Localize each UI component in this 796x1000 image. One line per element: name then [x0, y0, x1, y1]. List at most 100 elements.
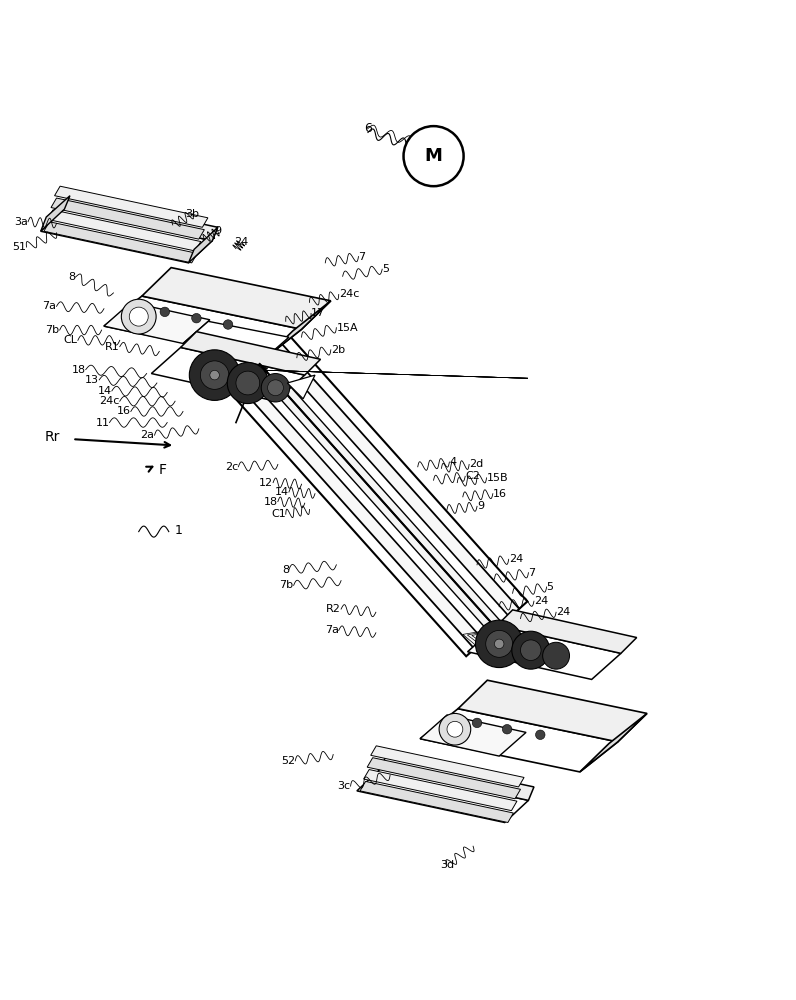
- Polygon shape: [55, 186, 208, 227]
- Circle shape: [201, 361, 228, 389]
- Polygon shape: [420, 715, 526, 756]
- Polygon shape: [467, 626, 621, 679]
- Text: 9: 9: [477, 501, 484, 511]
- Polygon shape: [579, 713, 647, 772]
- Circle shape: [160, 307, 170, 317]
- Text: 18: 18: [72, 365, 86, 375]
- Text: CL: CL: [64, 335, 78, 345]
- Circle shape: [192, 313, 201, 323]
- Text: 7: 7: [529, 568, 536, 578]
- Circle shape: [121, 299, 156, 334]
- Text: R1: R1: [105, 342, 119, 352]
- Polygon shape: [254, 359, 503, 634]
- Polygon shape: [229, 337, 528, 656]
- Text: 5: 5: [547, 582, 553, 592]
- Polygon shape: [497, 610, 637, 653]
- Circle shape: [543, 642, 569, 669]
- Text: C1: C1: [271, 509, 286, 519]
- Polygon shape: [380, 755, 534, 800]
- Circle shape: [536, 730, 545, 740]
- Text: 16: 16: [117, 406, 131, 416]
- Text: 13: 13: [85, 375, 100, 385]
- Text: 7a: 7a: [325, 625, 339, 635]
- Text: 8: 8: [68, 272, 76, 282]
- Polygon shape: [64, 196, 218, 241]
- Polygon shape: [48, 210, 201, 251]
- Circle shape: [502, 724, 512, 734]
- Text: 11: 11: [96, 418, 110, 428]
- Polygon shape: [181, 332, 321, 375]
- Circle shape: [486, 630, 513, 657]
- Text: 24: 24: [234, 237, 248, 247]
- Text: 9: 9: [214, 226, 221, 236]
- Circle shape: [224, 320, 232, 329]
- Polygon shape: [189, 227, 218, 263]
- Circle shape: [228, 362, 268, 404]
- Text: 4: 4: [450, 457, 456, 467]
- Text: 15B: 15B: [486, 473, 508, 483]
- Text: 12: 12: [259, 478, 273, 488]
- Circle shape: [236, 371, 259, 395]
- Polygon shape: [357, 769, 529, 823]
- Text: 24: 24: [534, 596, 548, 606]
- Text: R2: R2: [326, 604, 341, 614]
- Polygon shape: [371, 746, 524, 787]
- Text: 24: 24: [509, 554, 523, 564]
- Text: M: M: [424, 147, 443, 165]
- Text: 3d: 3d: [440, 860, 454, 870]
- Circle shape: [210, 370, 220, 380]
- Text: 17: 17: [311, 308, 326, 318]
- Text: 24: 24: [556, 607, 571, 617]
- Text: C2: C2: [465, 471, 480, 481]
- Circle shape: [521, 640, 541, 660]
- Polygon shape: [360, 781, 513, 823]
- Polygon shape: [51, 198, 205, 239]
- Text: Rr: Rr: [45, 430, 60, 444]
- Text: 14: 14: [275, 487, 289, 497]
- Polygon shape: [104, 302, 210, 343]
- Polygon shape: [364, 770, 517, 811]
- Circle shape: [447, 721, 462, 737]
- Circle shape: [439, 713, 470, 745]
- Text: 3a: 3a: [14, 217, 28, 227]
- Polygon shape: [41, 196, 70, 231]
- Polygon shape: [183, 321, 289, 359]
- Text: 2d: 2d: [469, 459, 483, 469]
- Polygon shape: [287, 375, 315, 399]
- Polygon shape: [420, 709, 618, 772]
- Circle shape: [129, 307, 148, 326]
- Text: 51: 51: [13, 242, 26, 252]
- Circle shape: [267, 380, 283, 396]
- Text: 15A: 15A: [337, 323, 358, 333]
- Polygon shape: [44, 222, 197, 263]
- Text: 2b: 2b: [331, 345, 345, 355]
- Polygon shape: [151, 347, 305, 401]
- Text: 16: 16: [493, 489, 507, 499]
- Text: 18: 18: [263, 497, 278, 507]
- Circle shape: [189, 350, 240, 400]
- Polygon shape: [367, 758, 521, 799]
- Text: F: F: [158, 463, 166, 477]
- Text: 2c: 2c: [225, 462, 238, 472]
- Text: 3c: 3c: [338, 781, 350, 791]
- Polygon shape: [41, 209, 213, 263]
- Circle shape: [472, 718, 482, 728]
- Text: 7a: 7a: [42, 301, 57, 311]
- Text: 7b: 7b: [279, 580, 294, 590]
- Text: 7: 7: [358, 252, 365, 262]
- Text: 24c: 24c: [100, 396, 119, 406]
- Polygon shape: [458, 680, 647, 742]
- Polygon shape: [104, 296, 302, 359]
- Polygon shape: [247, 352, 509, 640]
- Text: 6: 6: [364, 122, 372, 135]
- Polygon shape: [263, 301, 331, 359]
- Circle shape: [512, 631, 550, 669]
- Text: 24c: 24c: [339, 289, 359, 299]
- Circle shape: [404, 126, 463, 186]
- Text: 3b: 3b: [185, 209, 200, 219]
- Text: 8: 8: [282, 565, 289, 575]
- Polygon shape: [237, 344, 519, 649]
- Circle shape: [494, 639, 504, 649]
- Polygon shape: [142, 268, 331, 329]
- Text: 1: 1: [175, 524, 183, 537]
